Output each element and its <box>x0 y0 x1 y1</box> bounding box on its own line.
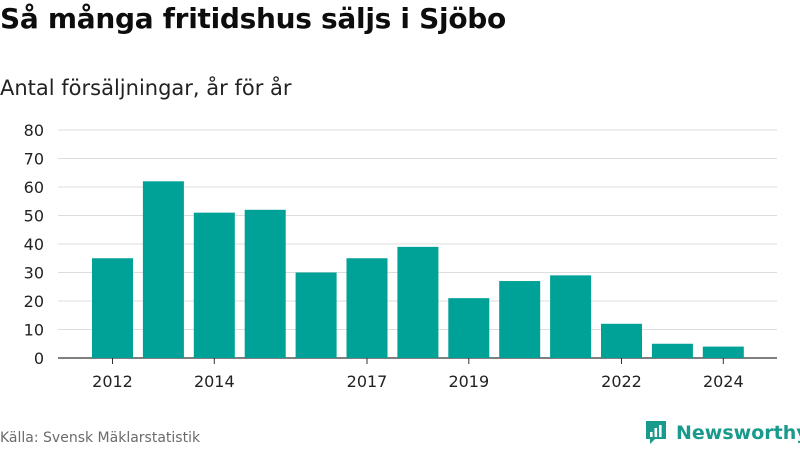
y-tick-label: 80 <box>24 121 44 140</box>
y-tick-label: 50 <box>24 207 44 226</box>
bar-2020 <box>499 281 541 358</box>
bar-2016 <box>295 272 337 358</box>
y-tick-label: 20 <box>24 292 44 311</box>
y-tick-label: 30 <box>24 264 44 283</box>
y-tick-label: 70 <box>24 150 44 169</box>
y-tick-label: 10 <box>24 321 44 340</box>
bar-2019 <box>448 298 490 358</box>
y-tick-label: 0 <box>34 349 44 368</box>
chart-subtitle: Antal försäljningar, år för år <box>0 76 292 100</box>
y-tick-label: 60 <box>24 178 44 197</box>
bar-2014 <box>193 212 235 358</box>
bar-2015 <box>244 209 286 358</box>
source-note: Källa: Svensk Mäklarstatistik <box>0 430 201 446</box>
bar-2021 <box>550 275 592 358</box>
bar-2012 <box>92 258 133 358</box>
bar-2018 <box>397 246 439 358</box>
bar-2013 <box>142 181 184 358</box>
bar-2024 <box>702 346 744 358</box>
bar-2017 <box>346 258 388 358</box>
x-tick-label: 2024 <box>703 372 744 391</box>
brand-name: Newsworthy <box>676 422 800 444</box>
x-tick-label: 2014 <box>194 372 235 391</box>
bar-2022 <box>601 323 642 358</box>
brand-logo: Newsworthy <box>644 420 800 446</box>
y-tick-label: 40 <box>24 235 44 254</box>
x-tick-label: 2012 <box>92 372 133 391</box>
bar-2023 <box>651 343 693 358</box>
bar-chart: 0 10 20 30 40 50 60 70 80 2012 2014 2017 2019 2022 202… <box>24 121 777 391</box>
x-tick-label: 2017 <box>347 372 388 391</box>
bar-chart-logo-icon <box>646 421 666 444</box>
x-tick-label: 2019 <box>448 372 489 391</box>
x-tick-label: 2022 <box>601 372 642 391</box>
chart-title: Så många fritidshus säljs i Sjöbo <box>0 2 506 35</box>
